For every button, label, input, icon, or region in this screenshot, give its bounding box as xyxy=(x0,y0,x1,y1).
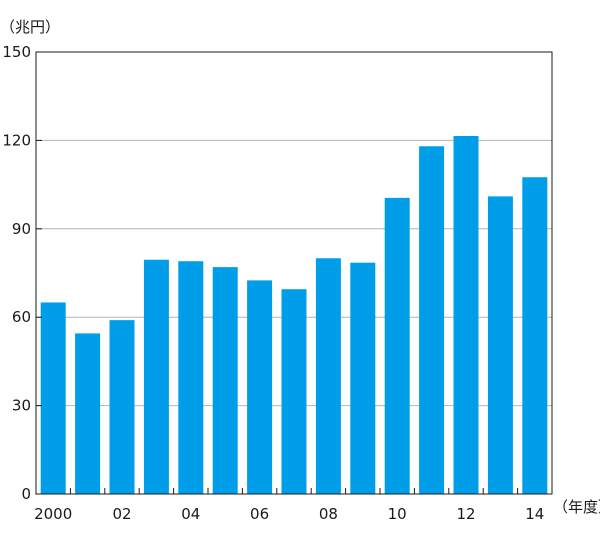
bar-2003 xyxy=(143,259,169,494)
x-tick-label: 02 xyxy=(112,505,131,523)
bar-2001 xyxy=(75,333,101,494)
x-tick-label: 06 xyxy=(250,505,269,523)
bar-2009 xyxy=(350,262,376,494)
y-tick-label: 120 xyxy=(2,131,31,149)
x-tick-label: 04 xyxy=(181,505,200,523)
x-tick-label: 08 xyxy=(319,505,338,523)
y-axis-ticks: 0 30 60 90 120 150 xyxy=(2,43,42,503)
bar-2005 xyxy=(212,267,238,494)
bar-2011 xyxy=(419,146,445,494)
x-axis-ticks: 2000 02 04 06 08 10 12 14 xyxy=(34,488,544,523)
bar-2010 xyxy=(384,197,410,495)
y-axis-unit-label: （兆円） xyxy=(0,18,60,36)
y-tick-label: 0 xyxy=(21,485,31,503)
bar-2013 xyxy=(487,196,513,495)
y-tick-label: 90 xyxy=(12,220,31,238)
y-tick-label: 150 xyxy=(2,43,31,61)
bars xyxy=(40,135,548,495)
bar-2006 xyxy=(247,280,273,494)
x-tick-label: 12 xyxy=(456,505,475,523)
x-tick-label: 2000 xyxy=(34,505,72,523)
bar-2004 xyxy=(178,261,204,494)
y-tick-label: 60 xyxy=(12,308,31,326)
plot-frame xyxy=(35,51,553,495)
bar-2008 xyxy=(315,258,341,494)
x-axis-unit-label: （年度） xyxy=(553,498,600,516)
bar-2007 xyxy=(281,289,307,494)
y-tick-label: 30 xyxy=(12,397,31,415)
x-tick-label: 14 xyxy=(525,505,544,523)
bar-2000 xyxy=(40,302,66,494)
bar-2012 xyxy=(453,135,479,495)
bar-2002 xyxy=(109,320,135,494)
x-tick-label: 10 xyxy=(388,505,407,523)
bar-2014 xyxy=(522,177,548,494)
